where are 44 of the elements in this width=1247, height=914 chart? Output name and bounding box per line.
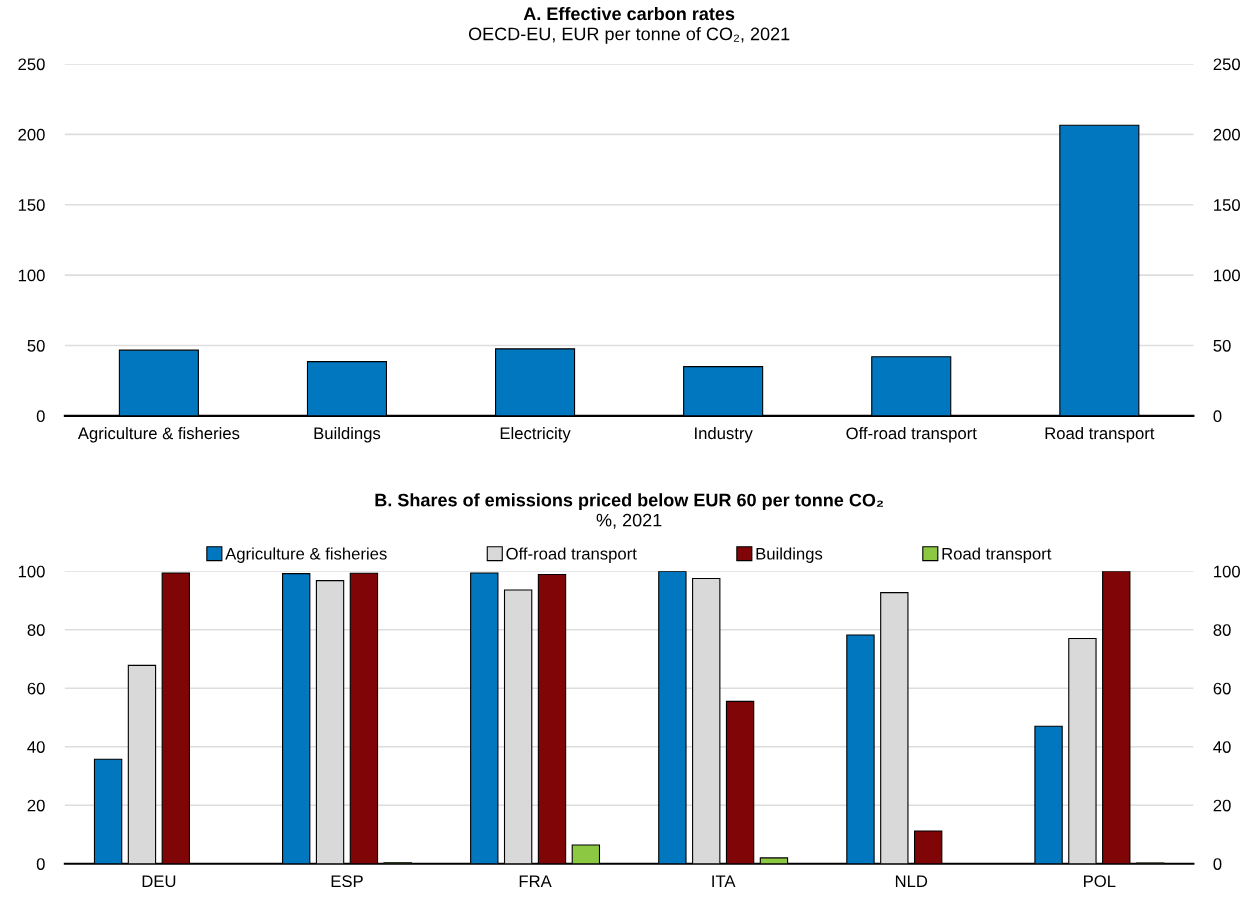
x-tick-label: DEU: [142, 875, 176, 888]
legend-label: Off-road transport: [506, 547, 637, 563]
y2-tick-label: 80: [1213, 624, 1231, 636]
y2-tick-label: 100: [1214, 269, 1240, 282]
x-tick-label: NLD: [895, 875, 928, 887]
y-tick-label: 40: [27, 741, 45, 753]
y2-tick-label: 60: [1213, 682, 1231, 695]
chart-title: A. Effective carbon rates: [523, 6, 735, 21]
y-tick-label: 200: [18, 128, 45, 141]
y-tick-label: 50: [27, 339, 45, 352]
y2-tick-label: 100: [1214, 565, 1240, 578]
y-tick-label: 250: [18, 58, 45, 71]
y2-tick-label: 0: [1213, 858, 1222, 870]
y2-tick-label: 40: [1213, 741, 1231, 753]
y2-tick-label: 250: [1213, 58, 1240, 71]
x-tick-label: Electricity: [500, 426, 571, 443]
legend-label: Buildings: [756, 547, 823, 563]
legend-label: Agriculture & fisheries: [225, 547, 387, 563]
legend-label: Road transport: [942, 547, 1052, 563]
x-tick-label: POL: [1084, 875, 1116, 888]
y2-tick-label: 50: [1213, 339, 1231, 352]
y-tick-label: 20: [27, 799, 45, 812]
x-tick-label: Buildings: [314, 426, 381, 443]
chart-subtitle: OECD-EU, EUR per tonne of CO₂, 2021: [468, 27, 790, 44]
y-tick-label: 80: [27, 624, 45, 636]
y2-tick-label: 150: [1214, 199, 1240, 211]
y-tick-label: 100: [18, 565, 45, 578]
y2-tick-label: 0: [1213, 410, 1222, 423]
x-tick-label: Industry: [695, 426, 753, 443]
x-tick-label: ITA: [712, 875, 736, 887]
y-tick-label: 150: [18, 199, 45, 211]
y2-tick-label: 20: [1213, 799, 1231, 812]
y-tick-label: 60: [27, 682, 45, 695]
chart-title: B. Shares of emissions priced below EUR 60 per tonne CO₂: [375, 493, 884, 511]
x-tick-label: FRA: [519, 875, 552, 887]
x-tick-label: Road transport: [1045, 426, 1155, 443]
x-tick-label: ESP: [331, 875, 363, 888]
chart-subtitle: %, 2021: [596, 513, 662, 529]
y-tick-label: 0: [36, 858, 45, 870]
x-tick-label: Off-road transport: [846, 426, 977, 443]
y-tick-label: 100: [18, 269, 45, 282]
y-tick-label: 0: [36, 410, 45, 423]
y2-tick-label: 200: [1213, 128, 1240, 141]
x-tick-label: Agriculture & fisheries: [77, 426, 240, 443]
